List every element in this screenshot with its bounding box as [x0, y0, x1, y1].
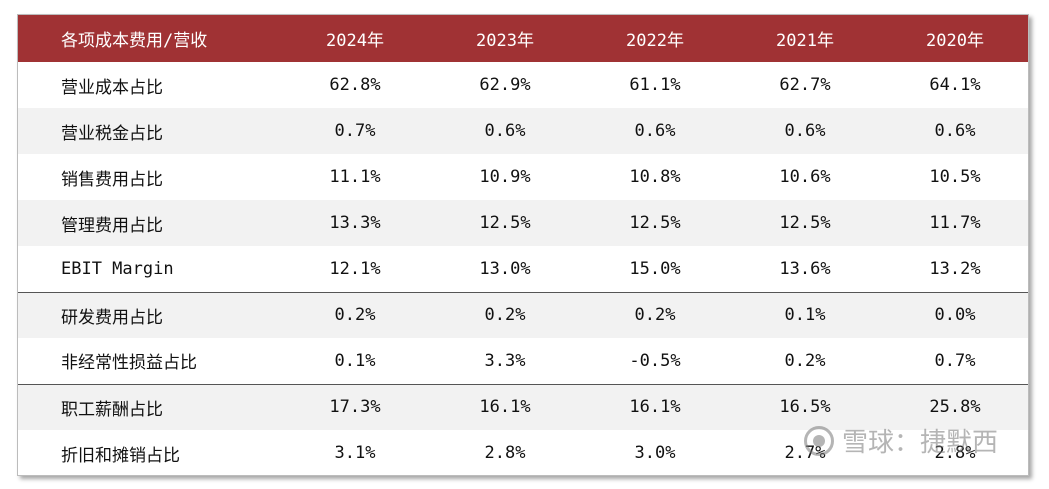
header-year-2021: 2021年 [730, 15, 880, 62]
table-cell: 17.3% [280, 383, 430, 430]
row-label: 营业税金占比 [18, 108, 280, 154]
table-cell: 13.2% [929, 258, 981, 279]
table-cell: 16.1% [580, 383, 730, 430]
row-label: 销售费用占比 [61, 169, 163, 190]
table-row: 销售费用占比 11.1% 10.9% 10.8% 10.6% 10.5% [18, 154, 1028, 200]
table-cell: 3.1% [334, 443, 376, 463]
table-cell: 0.2% [280, 291, 430, 338]
table-cell: 10.8% [629, 167, 681, 187]
table-cell: 16.1% [430, 383, 580, 430]
table-cell: 62.8% [329, 75, 381, 95]
table-cell: 3.3% [484, 350, 526, 371]
table-cell: 12.5% [730, 200, 880, 246]
cost-ratio-table: 各项成本费用/营收 2024年 2023年 2022年 2021年 2020年 … [18, 15, 1028, 475]
table-cell: 62.7% [779, 75, 831, 95]
table-cell: 12.5% [580, 200, 730, 246]
table-cell: 25.8% [880, 383, 1028, 430]
row-label: 折旧和摊销占比 [61, 445, 180, 466]
header-year-2024: 2024年 [280, 15, 430, 62]
table-cell: 0.6% [730, 108, 880, 154]
table-card: 各项成本费用/营收 2024年 2023年 2022年 2021年 2020年 … [17, 14, 1029, 476]
table-cell: 10.9% [479, 167, 531, 187]
table-cell: 0.2% [580, 291, 730, 338]
header-year-2022: 2022年 [580, 15, 730, 62]
table-cell: 13.3% [280, 200, 430, 246]
table-cell: 0.6% [880, 108, 1028, 154]
table-row: EBIT Margin 12.1% 13.0% 15.0% 13.6% 13.2… [18, 246, 1028, 292]
table-cell: 0.2% [430, 291, 580, 338]
table-row: 研发费用占比 0.2% 0.2% 0.2% 0.1% 0.0% [18, 291, 1028, 338]
table-cell: 2.8% [484, 443, 526, 463]
table-cell: 62.9% [479, 75, 531, 95]
table-row: 管理费用占比 13.3% 12.5% 12.5% 12.5% 11.7% [18, 200, 1028, 246]
table-cell: 2.8% [934, 443, 976, 463]
table-cell: 13.0% [479, 258, 531, 279]
table-cell: 2.7% [784, 443, 826, 463]
table-cell: 0.2% [784, 350, 826, 371]
table-cell: 15.0% [629, 258, 681, 279]
table-cell: 16.5% [730, 383, 880, 430]
header-year-2020: 2020年 [880, 15, 1028, 62]
table-cell: 12.1% [329, 258, 381, 279]
table-row: 折旧和摊销占比 3.1% 2.8% 3.0% 2.7% 2.8% [18, 430, 1028, 475]
header-label: 各项成本费用/营收 [18, 15, 280, 62]
row-label: 管理费用占比 [18, 200, 280, 246]
row-label: 研发费用占比 [18, 291, 280, 338]
table-cell: 3.0% [634, 443, 676, 463]
table-cell: 13.6% [779, 258, 831, 279]
table-cell: 0.1% [334, 350, 376, 371]
table-cell: 10.5% [929, 167, 981, 187]
table-cell: 0.0% [880, 291, 1028, 338]
table-row: 职工薪酬占比 17.3% 16.1% 16.1% 16.5% 25.8% [18, 383, 1028, 430]
table-cell: 0.7% [934, 350, 976, 371]
table-row: 营业成本占比 62.8% 62.9% 61.1% 62.7% 64.1% [18, 62, 1028, 108]
table-cell: 61.1% [629, 75, 681, 95]
table-cell: 11.7% [880, 200, 1028, 246]
row-label: 营业成本占比 [61, 77, 163, 98]
row-label: 职工薪酬占比 [18, 383, 280, 430]
table-cell: 0.1% [730, 291, 880, 338]
table-cell: 0.6% [580, 108, 730, 154]
table-row: 营业税金占比 0.7% 0.6% 0.6% 0.6% 0.6% [18, 108, 1028, 154]
row-label: 非经常性损益占比 [61, 353, 197, 374]
table-cell: 0.6% [430, 108, 580, 154]
table-cell: -0.5% [629, 350, 681, 371]
header-year-2023: 2023年 [430, 15, 580, 62]
table-cell: 10.6% [779, 167, 831, 187]
table-cell: 0.7% [280, 108, 430, 154]
table-cell: 11.1% [329, 167, 381, 187]
table-row: 非经常性损益占比 0.1% 3.3% -0.5% 0.2% 0.7% [18, 338, 1028, 384]
table-cell: 64.1% [929, 75, 981, 95]
table-header-row: 各项成本费用/营收 2024年 2023年 2022年 2021年 2020年 [18, 15, 1028, 62]
row-label: EBIT Margin [61, 258, 174, 279]
table-cell: 12.5% [430, 200, 580, 246]
